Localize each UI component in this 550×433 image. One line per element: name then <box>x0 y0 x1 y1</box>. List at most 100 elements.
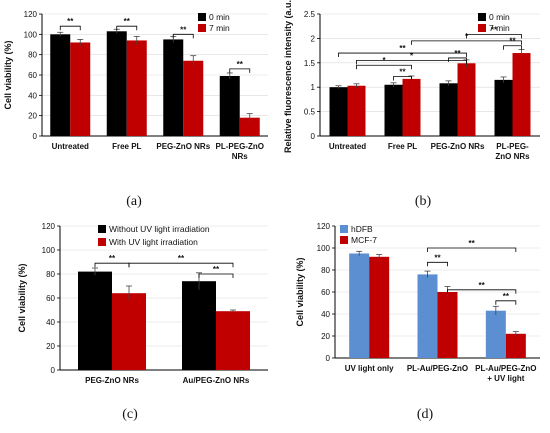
bar <box>402 78 421 136</box>
legend-label: MCF-7 <box>351 235 377 245</box>
y-tick-label: 0 <box>51 366 56 375</box>
significance-bracket <box>495 300 517 305</box>
legend-label: Without UV light irradiation <box>109 224 210 234</box>
significance-bracket <box>338 52 467 58</box>
legend-label: With UV light irradiation <box>109 237 198 247</box>
x-category-label: Free PL <box>112 142 141 151</box>
x-category-label: Untreated <box>52 142 89 151</box>
bar <box>183 60 204 137</box>
y-tick-label: 60 <box>28 71 37 80</box>
bar <box>163 39 184 136</box>
legend-swatch <box>98 238 106 246</box>
bar <box>112 293 146 370</box>
y-tick-label: 1 <box>311 83 316 92</box>
significance-bracket <box>356 59 467 65</box>
bar <box>70 42 91 136</box>
y-tick-label: 60 <box>46 294 55 303</box>
y-tick-label: 60 <box>321 288 330 297</box>
significance-bracket <box>503 45 522 50</box>
legend-label: 0 min <box>209 12 230 22</box>
significance-label: ** <box>503 292 510 301</box>
y-tick-label: 2 <box>311 34 316 43</box>
y-tick-label: 100 <box>24 30 38 39</box>
bar <box>329 87 348 136</box>
chart-panel-d: 0 20 40 60 80 100 120 Cell viability (%) UV ligh… <box>295 222 540 422</box>
x-category-label: PEG-ZnO NRs <box>156 142 210 151</box>
significance-label: ** <box>124 17 131 26</box>
significance-label: ** <box>469 239 476 248</box>
legend-swatch <box>98 225 106 233</box>
y-axis-title: Cell viability (%) <box>295 257 305 326</box>
y-tick-label: 120 <box>317 222 331 231</box>
significance-label: ** <box>454 49 461 58</box>
significance-label: ** <box>180 25 187 34</box>
y-tick-label: 20 <box>28 112 37 121</box>
x-category-label: PEG-ZnO NRs <box>431 142 485 151</box>
legend-label: 0 min <box>489 12 510 22</box>
significance-bracket <box>229 68 251 73</box>
y-axis-title: Relative fluorescence intensity (a.u.) <box>283 0 293 153</box>
x-category-label: UV light only <box>345 364 394 373</box>
y-tick-label: 1.5 <box>304 59 316 68</box>
y-tick-label: 0 <box>33 132 38 141</box>
significance-label: ** <box>237 60 244 69</box>
y-tick-label: 0 <box>326 354 331 363</box>
significance-bracket <box>427 261 448 267</box>
bar <box>485 310 506 358</box>
y-tick-label: 0 <box>311 132 316 141</box>
legend-swatch <box>340 236 348 244</box>
significance-label: ** <box>434 253 441 262</box>
x-category-label: PL-Au/PEG-ZnO <box>407 364 468 373</box>
significance-label: ** <box>399 44 406 53</box>
y-tick-label: 2.5 <box>304 10 316 19</box>
bar <box>347 85 366 136</box>
bar <box>349 253 370 358</box>
legend-swatch <box>478 13 486 21</box>
legend-swatch <box>198 13 206 21</box>
x-category-label: PL-PEG-ZnO <box>216 142 264 151</box>
bar <box>439 83 458 136</box>
chart-panel-a: 0 20 40 60 80 100 120 Cell viability (%) Untreat… <box>3 10 268 209</box>
x-category-label: Au/PEG-ZnO NRs <box>183 376 250 385</box>
bar <box>126 40 147 136</box>
x-category-label: Untreated <box>329 142 366 151</box>
panel-label: (b) <box>415 194 432 209</box>
x-category-label: PL-Au/PEG-ZnO <box>475 364 536 373</box>
bar <box>219 76 240 136</box>
bar <box>216 311 250 370</box>
significance-bracket <box>448 57 467 62</box>
bar <box>417 274 438 358</box>
bar <box>50 34 71 137</box>
significance-label: ** <box>399 67 406 76</box>
y-tick-label: 80 <box>46 270 55 279</box>
y-axis-title: Cell viability (%) <box>3 40 13 109</box>
bar <box>512 53 531 136</box>
significance-bracket <box>128 262 234 268</box>
significance-bracket <box>59 25 81 31</box>
bar <box>182 281 216 370</box>
x-category-label: NRs <box>232 152 249 161</box>
significance-bracket <box>447 289 517 294</box>
panel-label: (c) <box>122 407 138 422</box>
x-category-label: Free PL <box>388 142 417 151</box>
significance-bracket <box>94 262 130 268</box>
significance-bracket <box>466 34 522 39</box>
significance-bracket <box>356 64 412 70</box>
y-axis-title: Cell viability (%) <box>17 263 27 332</box>
significance-label: ** <box>479 281 486 290</box>
chart-panel-c: 0 20 40 60 80 100 120 Cell viability (%) PEG-ZnO… <box>17 222 268 422</box>
bar <box>457 63 476 137</box>
legend-label: hDFB <box>351 224 373 234</box>
bar <box>106 31 127 136</box>
significance-bracket <box>411 40 522 45</box>
significance-label: ** <box>509 37 516 46</box>
y-tick-label: 40 <box>321 310 330 319</box>
bar <box>78 271 112 370</box>
significance-label: ** <box>178 254 185 263</box>
chart-panel-b: 0 0.5 1 1.5 2 2.5 Relative fluorescence intens… <box>283 0 540 209</box>
y-tick-label: 100 <box>317 244 331 253</box>
legend-swatch <box>340 225 348 233</box>
y-tick-label: 0.5 <box>304 108 316 117</box>
x-category-label: + UV light <box>487 374 524 383</box>
significance-label: ** <box>213 265 220 274</box>
